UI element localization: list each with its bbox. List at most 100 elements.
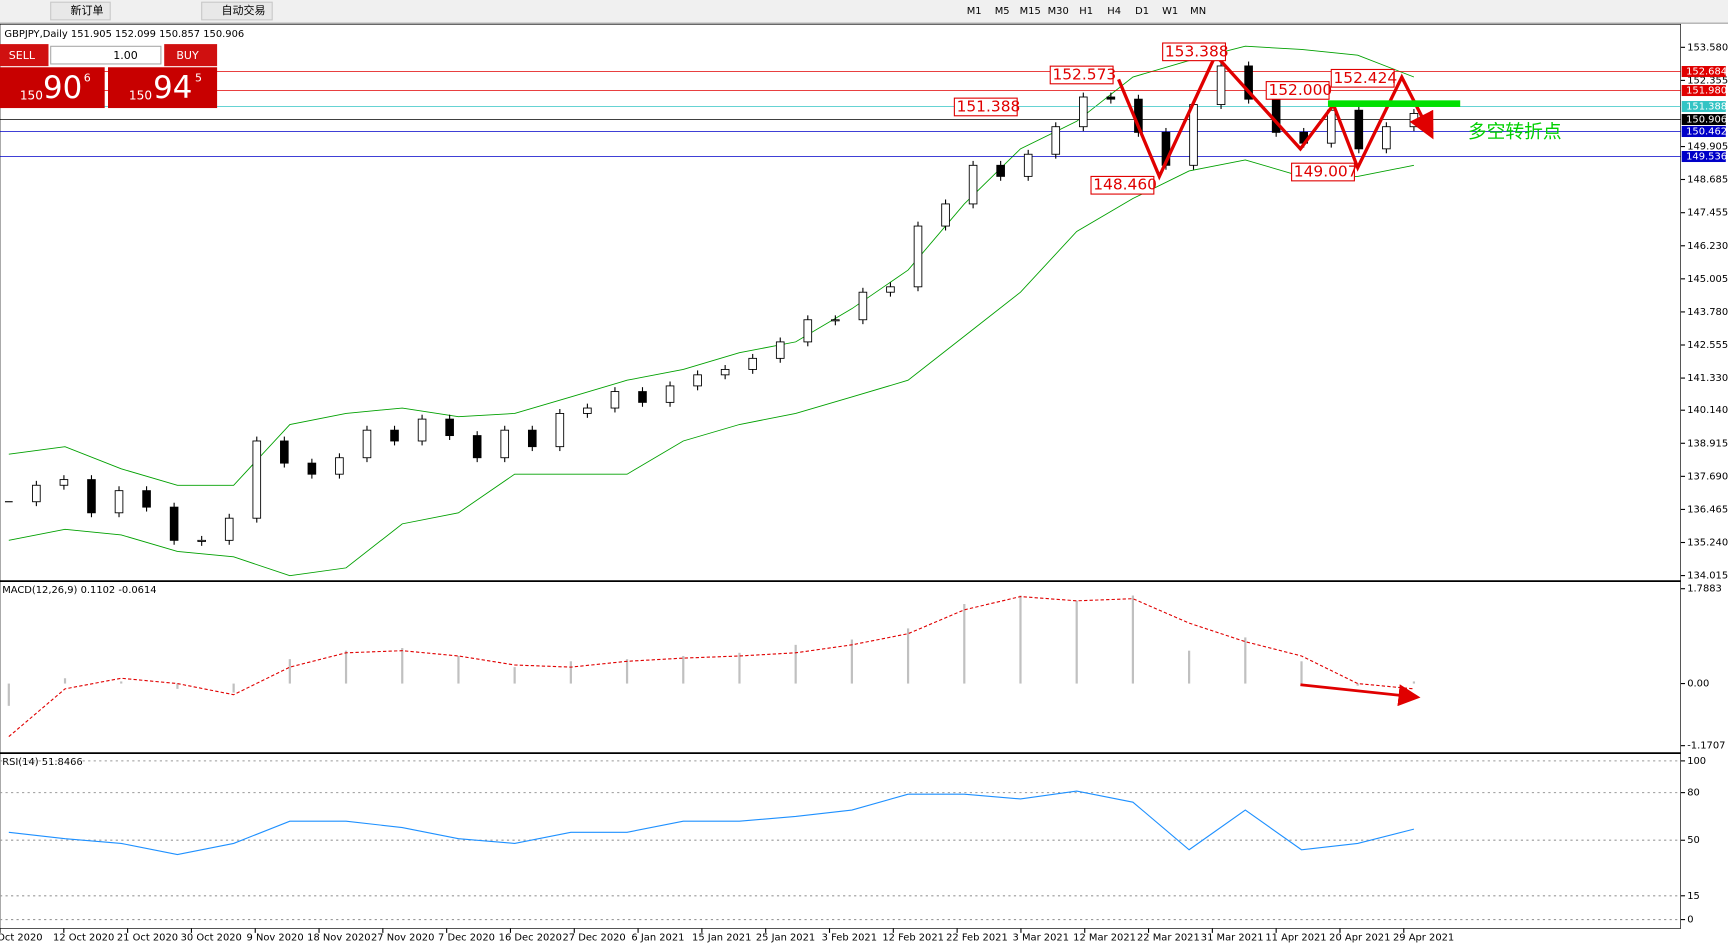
macd-bar — [120, 681, 123, 684]
candle — [417, 418, 427, 442]
candle — [913, 225, 923, 288]
y-tick-label: 135.240 — [1687, 538, 1728, 549]
candle — [1079, 96, 1088, 128]
macd-bar — [1412, 681, 1416, 684]
candle — [1409, 113, 1419, 128]
sell-button[interactable] — [0, 44, 49, 67]
price-level-label: 151.388 — [1686, 102, 1727, 113]
macd-bar — [1075, 600, 1078, 684]
timeframe-button[interactable]: H4 — [1107, 6, 1121, 17]
candle — [169, 506, 179, 541]
macd-bar — [401, 648, 404, 684]
timeframe-button[interactable]: D1 — [1135, 6, 1149, 17]
macd-bar — [682, 655, 685, 684]
timeframe-button[interactable]: H1 — [1079, 6, 1093, 17]
bid-pip: 6 — [84, 71, 91, 84]
macd-title: MACD(12,26,9) 0.1102 -0.0614 — [2, 585, 156, 596]
price-level-label: 150.462 — [1686, 127, 1727, 138]
macd-bar — [457, 655, 460, 684]
price-level-tag — [1681, 125, 1726, 138]
candle — [775, 341, 785, 359]
price-level-tag — [1681, 100, 1726, 113]
lots-value[interactable]: 1.00 — [113, 49, 138, 62]
candle — [472, 435, 482, 459]
macd-bar — [63, 678, 67, 684]
y-tick-label: 140.140 — [1687, 405, 1728, 416]
candle — [445, 418, 454, 437]
y-tick-label: 146.230 — [1687, 241, 1728, 252]
timeframe-button[interactable]: M1 — [967, 6, 982, 17]
x-tick-label: 21 Oct 2020 — [117, 932, 178, 943]
ask-big: 150 — [129, 88, 152, 102]
candle — [87, 479, 96, 514]
candle — [500, 429, 510, 459]
neckline — [1327, 100, 1461, 107]
macd-bar — [176, 683, 179, 689]
y-tick-label: 143.780 — [1687, 307, 1728, 318]
rsi-title: RSI(14) 51.8466 — [2, 757, 83, 768]
candle — [1216, 65, 1226, 106]
sell-label[interactable]: SELL — [9, 49, 36, 62]
ask-main: 94 — [153, 70, 192, 106]
candle — [610, 391, 620, 409]
candle — [968, 164, 978, 205]
lots-input[interactable] — [50, 45, 162, 65]
candle — [583, 407, 592, 414]
annotation: 152.000 — [1268, 81, 1332, 99]
y-tick-label: 152.355 — [1687, 75, 1728, 86]
macd-bar — [344, 650, 348, 684]
ask-button[interactable] — [108, 67, 218, 109]
macd-bar — [288, 659, 291, 684]
candle — [1189, 104, 1198, 166]
candle — [1326, 109, 1336, 144]
y-tick-label: 149.905 — [1687, 142, 1728, 153]
x-tick-label: 15 Jan 2021 — [692, 932, 751, 943]
y-tick-label: 136.465 — [1687, 504, 1728, 515]
x-tick-label: 29 Apr 2021 — [1393, 932, 1454, 943]
macd-bar — [738, 652, 741, 684]
buy-label[interactable]: BUY — [176, 49, 199, 62]
x-tick-label: 3 Mar 2021 — [1013, 932, 1069, 943]
annotation: 148.460 — [1093, 176, 1157, 194]
candle — [252, 440, 262, 519]
y-tick-label: 141.330 — [1687, 373, 1728, 384]
new-order-button[interactable] — [50, 1, 111, 21]
toolbar-button[interactable]: 自动交易 — [222, 3, 266, 17]
candle — [803, 319, 813, 343]
annotations: 152.573 153.388 152.000 152.424 151.388 … — [953, 42, 1562, 707]
bid-button[interactable] — [0, 67, 105, 109]
toolbar-button[interactable]: 新订单 — [71, 3, 104, 17]
y-tick-label: -1.1707 — [1687, 741, 1725, 752]
x-tick-label: 3 Feb 2021 — [822, 932, 877, 943]
macd-bar — [1188, 650, 1191, 684]
candle — [858, 291, 868, 321]
candle — [638, 391, 647, 403]
buy-button[interactable] — [164, 44, 218, 67]
price-level-tag — [1681, 150, 1726, 163]
timeframe-button[interactable]: MN — [1190, 6, 1206, 17]
y-tick-label: 134.015 — [1687, 571, 1728, 582]
y-tick-label: 147.455 — [1687, 208, 1728, 219]
candle — [114, 490, 124, 514]
y-tick-label: 50 — [1687, 835, 1700, 846]
timeframe-button[interactable]: M30 — [1048, 6, 1069, 17]
timeframe-button[interactable]: M5 — [995, 6, 1010, 17]
x-tick-label: 7 Dec 2020 — [438, 932, 495, 943]
toolbar — [0, 0, 1728, 24]
x-tick-label: Oct 2020 — [0, 932, 43, 943]
y-tick-label: 80 — [1687, 788, 1700, 799]
autotrading-button[interactable] — [201, 1, 273, 21]
candle — [831, 319, 840, 322]
zigzag-arrow — [1117, 52, 1434, 181]
candle — [665, 385, 675, 403]
timeframe-button[interactable]: M15 — [1020, 6, 1041, 17]
x-tick-label: 27 Dec 2020 — [562, 932, 625, 943]
x-tick-label: 22 Feb 2021 — [946, 932, 1008, 943]
candle — [1244, 65, 1253, 100]
timeframe-button[interactable]: W1 — [1162, 6, 1178, 17]
y-tick-label: 0 — [1687, 915, 1693, 926]
macd-bar — [850, 639, 853, 684]
macd-bar — [794, 644, 797, 684]
